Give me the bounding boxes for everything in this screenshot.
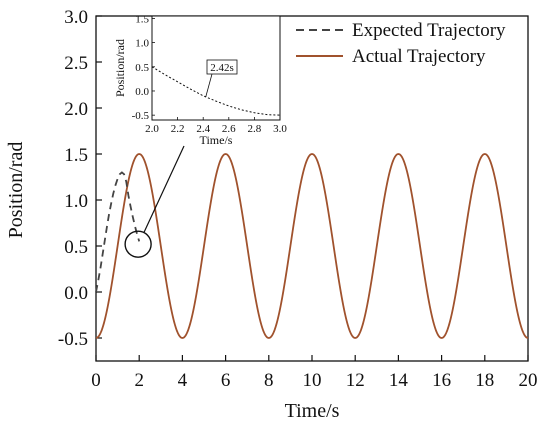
inset-y-axis-title: Position/rad	[113, 39, 127, 97]
x-tick-label: 16	[432, 370, 451, 391]
inset-y-tick-label: 0.0	[135, 86, 149, 98]
inset-x-tick-label: 2.0	[145, 123, 159, 135]
legend-label-expected: Expected Trajectory	[352, 20, 506, 41]
x-tick-label: 14	[389, 370, 409, 391]
main-ticks: 0 2 4 6 8 10 12 14 16 18 20 -0.5 0.0 0.5 1.0 1.5 2.0 2.5 3…	[58, 7, 538, 391]
inset-series-line	[151, 66, 281, 116]
y-tick-label: 1.5	[64, 145, 88, 166]
y-axis-title: Position/rad	[5, 142, 27, 239]
x-axis-title: Time/s	[285, 400, 340, 422]
inset-ticks: 2.0 2.2 2.4 2.6 2.8 3.0 -0.5 0.0 0.5 1.0 1.5	[132, 13, 288, 135]
inset-y-tick-label: -0.5	[132, 110, 150, 122]
y-tick-label: 2.0	[64, 99, 88, 120]
inset-x-tick-label: 2.2	[171, 123, 185, 135]
inset-x-tick-label: 2.4	[196, 123, 210, 135]
inset-y-tick-label: 0.5	[135, 62, 149, 74]
legend: Expected Trajectory Actual Trajectory	[296, 20, 506, 67]
inset-x-axis-title: Time/s	[200, 133, 233, 147]
series-expected-trajectory	[95, 171, 141, 293]
series-actual-trajectory	[95, 153, 529, 339]
x-tick-label: 20	[519, 370, 538, 391]
inset-y-tick-label: 1.5	[135, 13, 149, 25]
y-tick-label: 0.5	[64, 237, 88, 258]
inset-callout-box	[206, 59, 238, 75]
x-tick-label: 2	[134, 370, 144, 391]
inset-callout-pointer	[205, 73, 213, 97]
inset-y-tick-label: 1.0	[135, 38, 149, 50]
x-tick-label: 4	[178, 370, 188, 391]
y-tick-label: 3.0	[64, 7, 88, 28]
zoom-region-circle	[124, 230, 152, 258]
inset-x-tick-label: 3.0	[273, 123, 287, 135]
x-tick-label: 6	[221, 370, 231, 391]
x-tick-label: 18	[475, 370, 494, 391]
inset-x-tick-label: 2.6	[222, 123, 236, 135]
y-tick-label: -0.5	[58, 329, 88, 350]
inset-x-tick-label: 2.8	[248, 123, 262, 135]
annotations	[124, 145, 185, 258]
y-tick-label: 2.5	[64, 53, 88, 74]
y-tick-label: 0.0	[64, 283, 88, 304]
inset-series	[151, 66, 281, 116]
x-tick-label: 12	[346, 370, 365, 391]
x-tick-label: 0	[91, 370, 101, 391]
y-tick-label: 1.0	[64, 191, 88, 212]
inset-callout-label: 2.42s	[210, 62, 234, 74]
inset-callout: 2.42s	[206, 59, 238, 75]
x-tick-label: 10	[303, 370, 322, 391]
legend-label-actual: Actual Trajectory	[352, 46, 486, 67]
zoom-leader-line	[143, 145, 185, 233]
x-tick-label: 8	[264, 370, 274, 391]
inset-plot: 2.0 2.2 2.4 2.6 2.8 3.0 -0.5 0.0 0.5 1.0 1.5 Time/…	[113, 13, 287, 147]
main-series	[95, 153, 529, 339]
